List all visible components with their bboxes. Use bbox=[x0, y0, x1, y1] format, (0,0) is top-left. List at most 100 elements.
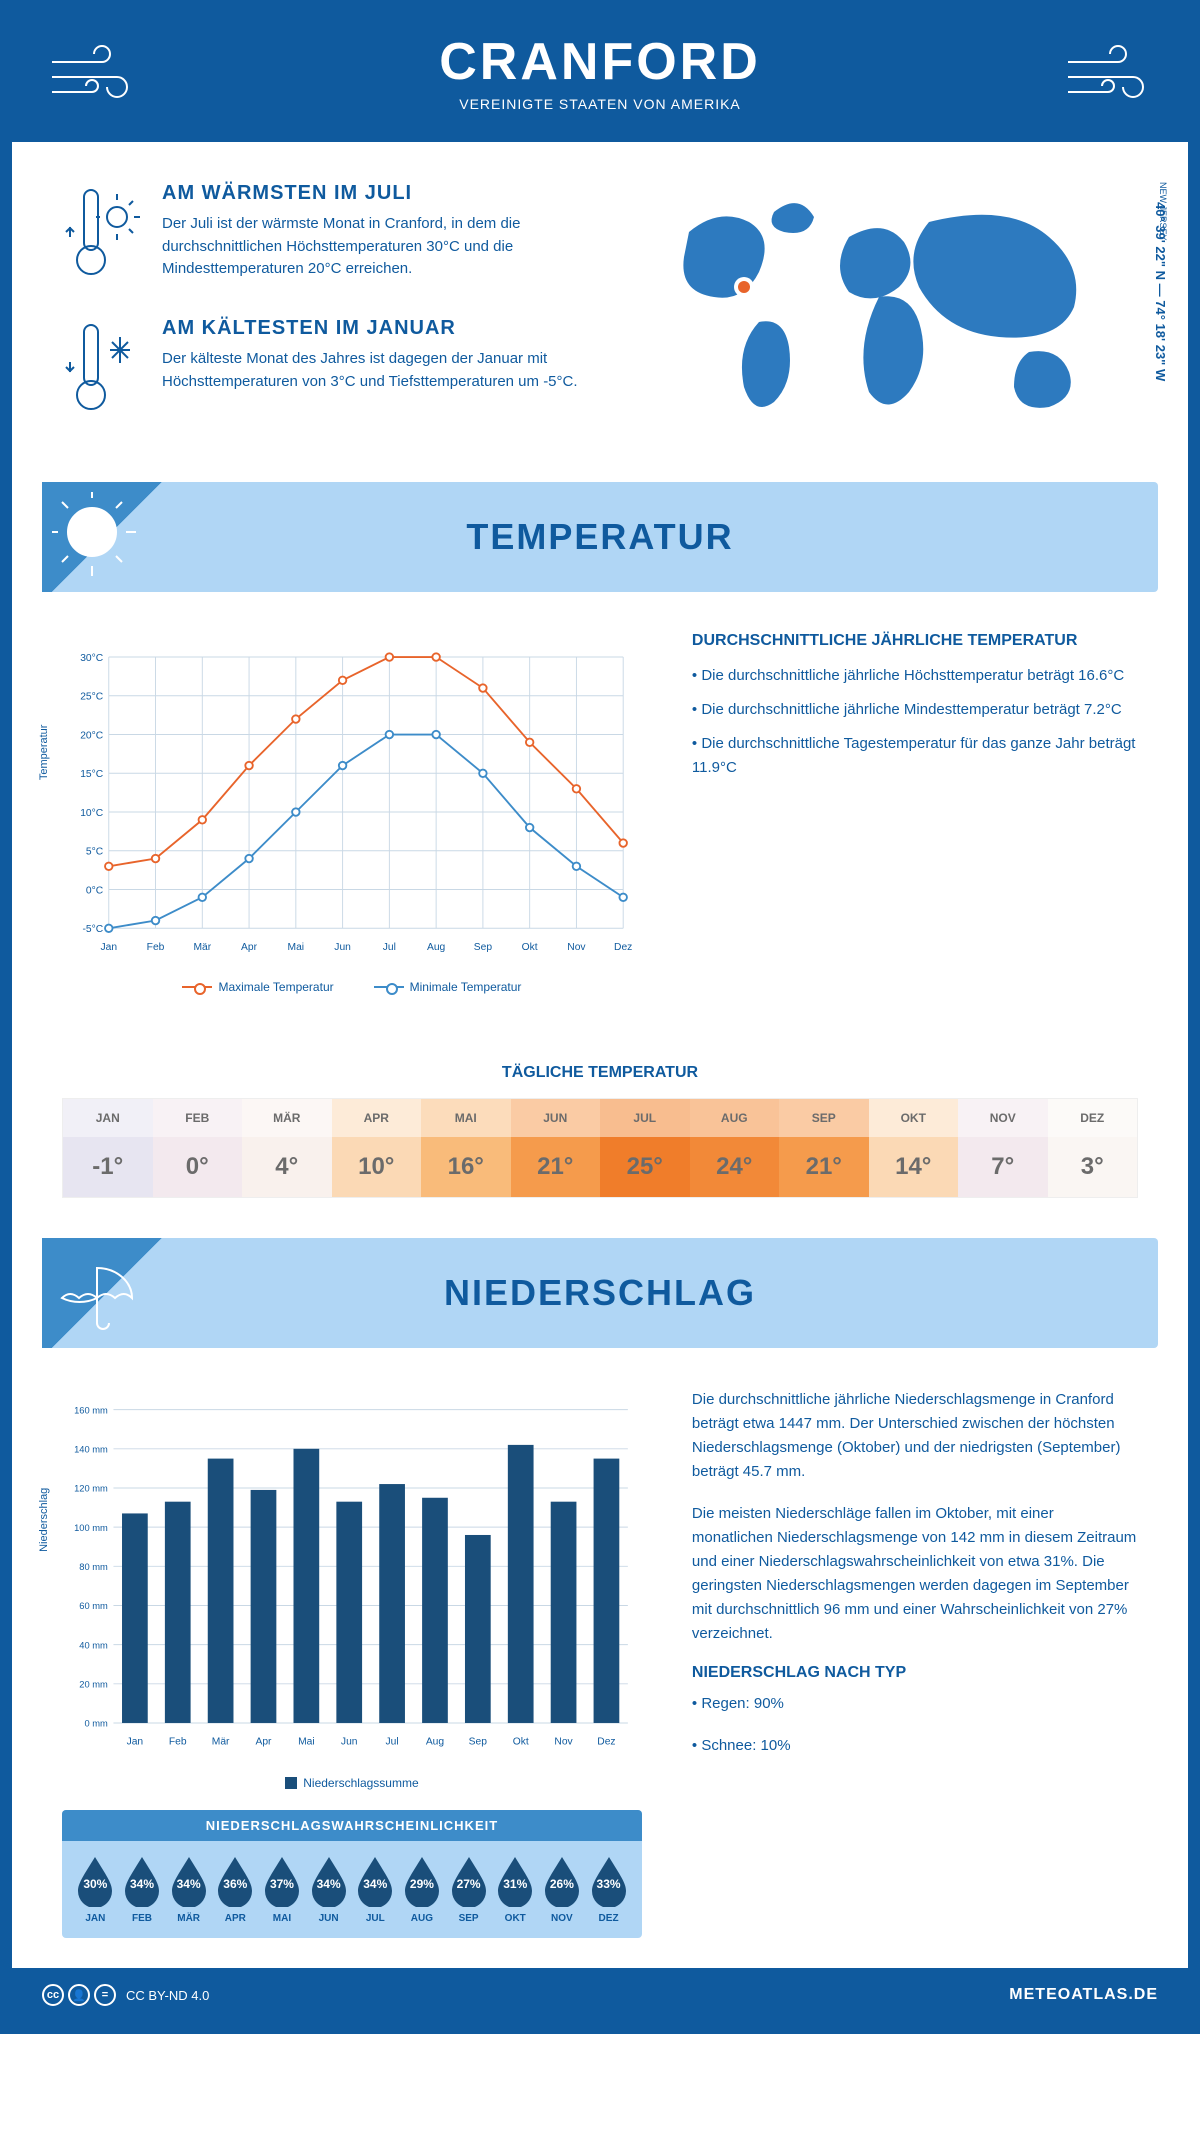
temp-cell: MAI 16° bbox=[421, 1099, 511, 1197]
temp-cell: JUN 21° bbox=[511, 1099, 601, 1197]
page-title: CRANFORD bbox=[42, 32, 1158, 92]
temp-cell: DEZ 3° bbox=[1048, 1099, 1138, 1197]
temp-note-2: • Die durchschnittliche jährliche Mindes… bbox=[692, 698, 1138, 722]
prob-cell: 34% JUN bbox=[305, 1855, 352, 1924]
precip-text-1: Die durchschnittliche jährliche Niedersc… bbox=[692, 1388, 1138, 1484]
svg-text:-5°C: -5°C bbox=[82, 924, 103, 935]
world-map bbox=[620, 182, 1138, 447]
svg-text:100 mm: 100 mm bbox=[74, 1523, 108, 1533]
raindrop-icon: 34% bbox=[308, 1855, 350, 1907]
raindrop-icon: 34% bbox=[354, 1855, 396, 1907]
license-text: CC BY-ND 4.0 bbox=[126, 1988, 209, 2003]
precipitation-notes: Die durchschnittliche jährliche Niedersc… bbox=[692, 1388, 1138, 1938]
raindrop-icon: 31% bbox=[494, 1855, 536, 1907]
temp-cell: FEB 0° bbox=[153, 1099, 243, 1197]
temperature-chart: Temperatur -5°C0°C5°C10°C15°C20°C25°C30°… bbox=[62, 632, 642, 994]
svg-text:60 mm: 60 mm bbox=[79, 1601, 108, 1611]
coldest-text: Der kälteste Monat des Jahres ist dagege… bbox=[162, 348, 580, 393]
sun-icon bbox=[42, 482, 172, 592]
prob-cell: 26% NOV bbox=[539, 1855, 586, 1924]
precip-legend-label: Niederschlagssumme bbox=[303, 1776, 418, 1790]
wind-icon-right bbox=[1058, 42, 1158, 117]
temp-note-1: • Die durchschnittliche jährliche Höchst… bbox=[692, 664, 1138, 688]
prob-cell: 29% AUG bbox=[399, 1855, 446, 1924]
svg-text:Nov: Nov bbox=[554, 1736, 573, 1747]
temperature-notes: DURCHSCHNITTLICHE JÄHRLICHE TEMPERATUR •… bbox=[692, 632, 1138, 994]
thermometer-cold-icon bbox=[62, 317, 142, 422]
header: CRANFORD VEREINIGTE STAATEN VON AMERIKA bbox=[12, 12, 1188, 142]
temp-cell: SEP 21° bbox=[779, 1099, 869, 1197]
prob-title: NIEDERSCHLAGSWAHRSCHEINLICHKEIT bbox=[62, 1810, 642, 1841]
svg-text:20 mm: 20 mm bbox=[79, 1680, 108, 1690]
svg-text:140 mm: 140 mm bbox=[74, 1445, 108, 1455]
raindrop-icon: 29% bbox=[401, 1855, 443, 1907]
prob-cell: 34% FEB bbox=[119, 1855, 166, 1924]
svg-text:25°C: 25°C bbox=[80, 692, 104, 703]
svg-text:40 mm: 40 mm bbox=[79, 1640, 108, 1650]
prob-cell: 30% JAN bbox=[72, 1855, 119, 1924]
prob-cell: 34% MÄR bbox=[165, 1855, 212, 1924]
svg-text:120 mm: 120 mm bbox=[74, 1484, 108, 1494]
cc-icon: cc bbox=[42, 1984, 64, 2006]
raindrop-icon: 30% bbox=[74, 1855, 116, 1907]
temp-cell: AUG 24° bbox=[690, 1099, 780, 1197]
precip-type-2: • Schnee: 10% bbox=[692, 1734, 1138, 1758]
svg-text:15°C: 15°C bbox=[80, 769, 104, 780]
svg-text:Jan: Jan bbox=[127, 1736, 144, 1747]
svg-text:5°C: 5°C bbox=[86, 847, 104, 858]
site-name: METEOATLAS.DE bbox=[1009, 1986, 1158, 2004]
wind-icon-left bbox=[42, 42, 142, 117]
precipitation-chart: Niederschlag 0 mm20 mm40 mm60 mm80 mm100… bbox=[62, 1388, 642, 1768]
svg-text:Okt: Okt bbox=[522, 942, 538, 953]
precip-y-axis-label: Niederschlag bbox=[38, 1488, 50, 1552]
precipitation-heading: NIEDERSCHLAG bbox=[444, 1272, 756, 1314]
coldest-title: AM KÄLTESTEN IM JANUAR bbox=[162, 317, 580, 340]
svg-text:Jun: Jun bbox=[341, 1736, 358, 1747]
temp-cell: MÄR 4° bbox=[242, 1099, 332, 1197]
svg-text:Sep: Sep bbox=[469, 1736, 488, 1747]
temp-note-3: • Die durchschnittliche Tagestemperatur … bbox=[692, 732, 1138, 780]
nd-icon: = bbox=[94, 1984, 116, 2006]
svg-text:Nov: Nov bbox=[567, 942, 586, 953]
temperature-heading: TEMPERATUR bbox=[466, 516, 733, 558]
temp-cell: JUL 25° bbox=[600, 1099, 690, 1197]
page-subtitle: VEREINIGTE STAATEN VON AMERIKA bbox=[42, 96, 1158, 112]
prob-cell: 34% JUL bbox=[352, 1855, 399, 1924]
svg-text:Okt: Okt bbox=[513, 1736, 529, 1747]
temp-cell: NOV 7° bbox=[958, 1099, 1048, 1197]
coordinates: 40° 39' 22" N — 74° 18' 23" W bbox=[1153, 202, 1168, 381]
prob-cell: 27% SEP bbox=[445, 1855, 492, 1924]
footer: cc 👤 = CC BY-ND 4.0 METEOATLAS.DE bbox=[12, 1968, 1188, 2022]
temp-cell: JAN -1° bbox=[63, 1099, 153, 1197]
svg-text:10°C: 10°C bbox=[80, 808, 104, 819]
legend-min-label: Minimale Temperatur bbox=[410, 980, 522, 994]
thermometer-hot-icon bbox=[62, 182, 142, 287]
warmest-text: Der Juli ist der wärmste Monat in Cranfo… bbox=[162, 213, 580, 281]
precipitation-probability-box: NIEDERSCHLAGSWAHRSCHEINLICHKEIT 30% JAN … bbox=[62, 1810, 642, 1938]
cc-icons: cc 👤 = bbox=[42, 1984, 116, 2006]
infographic-page: CRANFORD VEREINIGTE STAATEN VON AMERIKA … bbox=[0, 0, 1200, 2034]
svg-text:Mär: Mär bbox=[212, 1736, 230, 1747]
daily-temp-table: JAN -1° FEB 0° MÄR 4° APR 10° MAI 16° JU… bbox=[62, 1098, 1138, 1198]
svg-text:20°C: 20°C bbox=[80, 730, 104, 741]
svg-text:Apr: Apr bbox=[255, 1736, 272, 1747]
daily-temp-heading: TÄGLICHE TEMPERATUR bbox=[12, 1064, 1188, 1082]
raindrop-icon: 27% bbox=[448, 1855, 490, 1907]
svg-text:30°C: 30°C bbox=[80, 653, 104, 664]
temp-notes-title: DURCHSCHNITTLICHE JÄHRLICHE TEMPERATUR bbox=[692, 632, 1138, 650]
svg-text:0°C: 0°C bbox=[86, 885, 104, 896]
precipitation-banner: NIEDERSCHLAG bbox=[42, 1238, 1158, 1348]
prob-cell: 31% OKT bbox=[492, 1855, 539, 1924]
svg-text:Aug: Aug bbox=[427, 942, 446, 953]
precip-type-1: • Regen: 90% bbox=[692, 1692, 1138, 1716]
svg-text:0 mm: 0 mm bbox=[84, 1719, 108, 1729]
svg-text:Jan: Jan bbox=[100, 942, 117, 953]
raindrop-icon: 34% bbox=[168, 1855, 210, 1907]
by-icon: 👤 bbox=[68, 1984, 90, 2006]
svg-text:Apr: Apr bbox=[241, 942, 258, 953]
precip-text-2: Die meisten Niederschläge fallen im Okto… bbox=[692, 1502, 1138, 1646]
precip-type-title: NIEDERSCHLAG NACH TYP bbox=[692, 1664, 1138, 1682]
svg-text:Jul: Jul bbox=[386, 1736, 399, 1747]
raindrop-icon: 33% bbox=[588, 1855, 630, 1907]
raindrop-icon: 37% bbox=[261, 1855, 303, 1907]
